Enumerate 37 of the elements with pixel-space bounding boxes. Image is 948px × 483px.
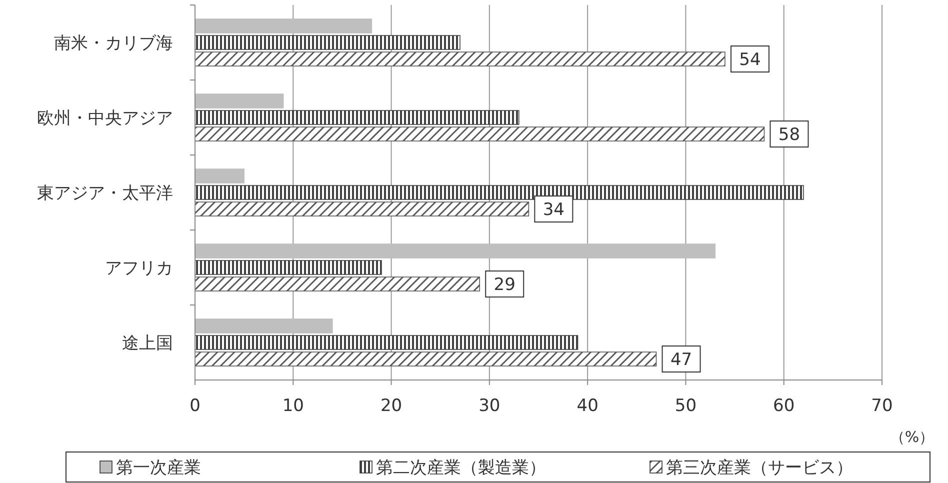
data-label: 47 (670, 350, 692, 370)
y-tick-label: 欧州・中央アジア (37, 108, 173, 128)
x-tick-label: 40 (576, 396, 598, 416)
data-label: 58 (778, 125, 800, 145)
bar (194, 35, 460, 50)
data-label: 34 (542, 200, 565, 220)
bar (194, 94, 284, 108)
bar (194, 126, 765, 142)
legend-label: 第二次産業（製造業） (376, 458, 546, 478)
bar (194, 202, 530, 216)
x-tick-label: 10 (282, 396, 304, 416)
y-tick-label: 途上国 (122, 334, 173, 354)
bar (194, 318, 333, 334)
x-axis-title: （%） (890, 428, 934, 446)
bar (194, 260, 382, 275)
x-tick-label: 70 (871, 396, 893, 416)
y-tick-label: アフリカ (105, 258, 173, 278)
data-label: 54 (739, 50, 761, 70)
bar (194, 244, 716, 258)
x-tick-label: 0 (190, 396, 200, 416)
y-tick-label: 南米・カリブ海 (54, 34, 173, 54)
x-tick-label: 30 (478, 396, 500, 416)
y-tick-label: 東アジア・太平洋 (37, 184, 173, 204)
legend-label: 第一次産業 (116, 458, 201, 478)
data-label: 29 (494, 275, 516, 295)
legend-label: 第三次産業（サービス） (666, 458, 853, 478)
bar (194, 52, 726, 66)
bar (194, 110, 520, 125)
bar (194, 168, 244, 184)
bar (194, 352, 657, 366)
bar (194, 185, 804, 200)
bar (194, 18, 372, 34)
bar (194, 335, 578, 350)
x-tick-label: 20 (380, 396, 402, 416)
x-tick-label: 50 (674, 396, 697, 416)
bar (194, 276, 480, 292)
x-tick-label: 60 (773, 396, 795, 416)
